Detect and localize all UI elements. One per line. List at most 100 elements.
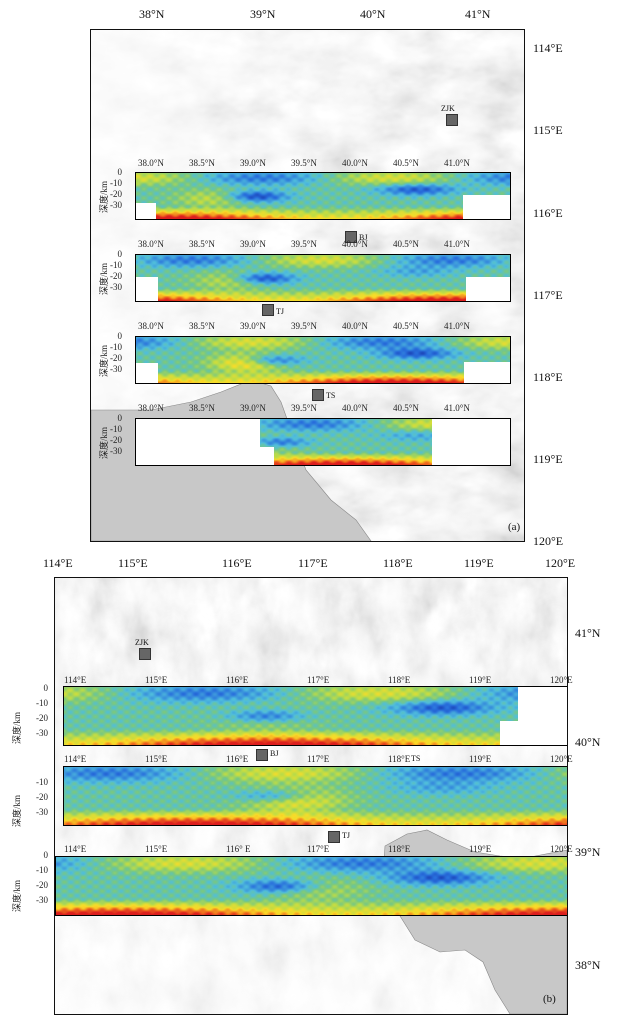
a-section-2-depth-1: -10 — [110, 260, 122, 270]
b-section-2-tick-3: 117°E — [307, 754, 330, 764]
a-section-1-tick-6: 41.0°N — [444, 158, 470, 168]
lon-tick-115: 115°E — [533, 123, 563, 137]
lat-tick-41: 41°N — [465, 7, 491, 21]
b-section-2-tick-0: 114°E — [64, 754, 87, 764]
a-section-1-tick-3: 39.5°N — [291, 158, 317, 168]
b-section-3-depth-0: 0 — [43, 850, 49, 860]
a-section-3-tick-5: 40.5°N — [393, 321, 419, 331]
lon-tick-119: 119°E — [533, 452, 563, 466]
b-section-3-depth-3: -30 — [36, 895, 48, 905]
a-section-4-tick-2: 39.0°N — [240, 403, 266, 413]
a-section-1-tick-2: 39.0°N — [240, 158, 266, 168]
b-section-3-depth-2: -20 — [36, 880, 48, 890]
a-section-3-depth-2: -20 — [110, 353, 122, 363]
a-section-4-tick-3: 39.5°N — [291, 403, 317, 413]
panel-label-b: (b) — [543, 993, 556, 1005]
a-section-3-tick-6: 41.0°N — [444, 321, 470, 331]
lat-tick-38: 38°N — [139, 7, 165, 21]
b-section-3-tick-5: 119°E — [469, 844, 492, 854]
b-section-2-depth-1: -20 — [36, 792, 48, 802]
cross-section-a3 — [135, 336, 511, 384]
a-section-3-tick-4: 40.0°N — [342, 321, 368, 331]
a-section-3-depth-0: 0 — [117, 331, 123, 341]
lon-tick-117: 117°E — [533, 288, 563, 302]
a-section-4-tick-1: 38.5°N — [189, 403, 215, 413]
b-section-1-tick-3: 117°E — [307, 675, 330, 685]
b-section-2-ylabel: 深度/km — [12, 794, 22, 827]
b-section-3-tick-2: 116° E — [226, 844, 251, 854]
lat-tick-b-40: 40°N — [575, 735, 601, 749]
b-section-1-tick-5: 119°E — [469, 675, 492, 685]
cross-section-b2 — [63, 766, 567, 826]
lon-tick-120: 120°E — [533, 534, 564, 548]
cross-section-a2 — [135, 254, 511, 302]
b-section-1-tick-1: 115°E — [145, 675, 168, 685]
lat-tick-b-39: 39°N — [575, 845, 601, 859]
b-section-1-tick-6: 120°E — [550, 675, 573, 685]
lon-tick-b-117: 117°E — [298, 556, 328, 570]
b-section-3-tick-4: 118°E — [388, 844, 411, 854]
b-section-2-tick-6: 120°E — [550, 754, 573, 764]
station-label-tj: TJ — [276, 307, 284, 316]
a-section-3-tick-0: 38.0°N — [138, 321, 164, 331]
b-section-3-tick-0: 114°E — [64, 844, 87, 854]
lat-tick-40: 40°N — [360, 7, 386, 21]
b-section-1-depth-2: -20 — [36, 713, 48, 723]
lon-tick-b-114: 114°E — [43, 556, 73, 570]
station-label-tj-b: TJ — [342, 831, 350, 840]
a-section-1-tick-4: 40.0°N — [342, 158, 368, 168]
b-section-2-depth-2: -30 — [36, 807, 48, 817]
a-section-2-depth-3: -30 — [110, 282, 122, 292]
lat-tick-39: 39°N — [250, 7, 276, 21]
b-section-3-tick-1: 115°E — [145, 844, 168, 854]
a-section-2-tick-6: 41.0°N — [444, 239, 470, 249]
b-section-2-tick-1: 115°E — [145, 754, 168, 764]
cross-section-a4 — [135, 418, 511, 466]
station-label-zjk: ZJK — [441, 104, 455, 113]
b-section-2-tick-5: 119°E — [469, 754, 492, 764]
map-frame-b: ZJK BJ TS TJ (b) — [54, 577, 568, 1015]
a-section-3-tick-1: 38.5°N — [189, 321, 215, 331]
b-section-1-depth-0: 0 — [43, 683, 49, 693]
b-section-3-tick-3: 117°E — [307, 844, 330, 854]
a-section-1-tick-5: 40.5°N — [393, 158, 419, 168]
lon-tick-b-120: 120°E — [545, 556, 576, 570]
a-section-4-tick-4: 40.0°N — [342, 403, 368, 413]
a-section-2-tick-5: 40.5°N — [393, 239, 419, 249]
a-section-3-depth-3: -30 — [110, 364, 122, 374]
station-label-bj-b: BJ — [270, 749, 279, 758]
a-section-3-ylabel: 深度/km — [99, 344, 109, 377]
b-section-2-tick-2: 116°E — [226, 754, 249, 764]
lon-tick-b-119: 119°E — [464, 556, 494, 570]
a-section-4-tick-5: 40.5°N — [393, 403, 419, 413]
a-section-4-depth-0: 0 — [117, 413, 123, 423]
b-section-2-tick-4: 118°E — [388, 754, 411, 764]
a-section-1-tick-0: 38.0°N — [138, 158, 164, 168]
a-section-1-ylabel: 深度/km — [99, 180, 109, 213]
a-section-2-tick-4: 40.0°N — [342, 239, 368, 249]
lon-tick-116: 116°E — [533, 206, 563, 220]
a-section-2-tick-1: 38.5°N — [189, 239, 215, 249]
a-section-2-depth-2: -20 — [110, 271, 122, 281]
cross-section-b3 — [55, 856, 567, 916]
a-section-1-depth-2: -20 — [110, 189, 122, 199]
station-label-zjk-b: ZJK — [135, 638, 149, 647]
b-section-2-depth-0: -10 — [36, 777, 48, 787]
a-section-2-tick-0: 38.0°N — [138, 239, 164, 249]
station-label-ts: TS — [326, 391, 336, 400]
a-section-4-depth-2: -20 — [110, 435, 122, 445]
a-section-1-depth-0: 0 — [117, 167, 123, 177]
lon-tick-b-116: 116°E — [222, 556, 252, 570]
lon-tick-114: 114°E — [533, 41, 563, 55]
b-section-1-depth-3: -30 — [36, 728, 48, 738]
a-section-1-depth-1: -10 — [110, 178, 122, 188]
a-section-3-depth-1: -10 — [110, 342, 122, 352]
a-section-1-tick-1: 38.5°N — [189, 158, 215, 168]
a-section-3-tick-3: 39.5°N — [291, 321, 317, 331]
a-section-2-ylabel: 深度/km — [99, 262, 109, 295]
b-section-1-ylabel: 深度/km — [12, 711, 22, 744]
station-label-ts-b: TS — [411, 754, 421, 763]
lat-tick-b-38: 38°N — [575, 958, 601, 972]
b-section-1-depth-1: -10 — [36, 698, 48, 708]
a-section-4-tick-0: 38.0°N — [138, 403, 164, 413]
